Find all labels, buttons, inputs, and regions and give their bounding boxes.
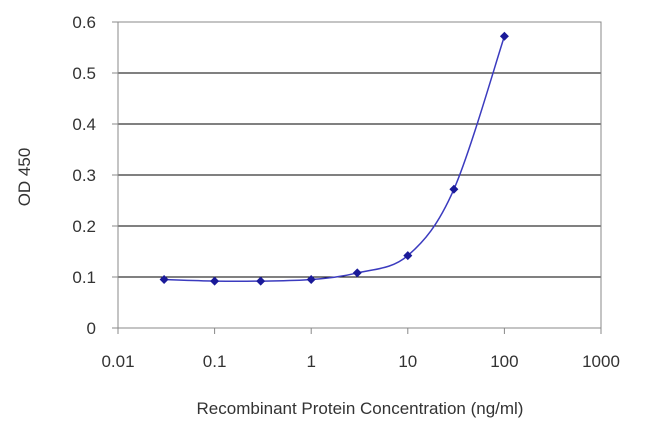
- y-tick-label: 0.2: [72, 217, 96, 236]
- data-point-100: [499, 31, 509, 41]
- x-tick-label: 1: [306, 352, 315, 371]
- data-point-0.1: [210, 276, 220, 286]
- data-point-3: [352, 268, 362, 278]
- y-tick-label: 0.5: [72, 64, 96, 83]
- x-tick-label: 0.01: [101, 352, 134, 371]
- x-axis-title: Recombinant Protein Concentration (ng/ml…: [197, 399, 524, 418]
- y-axis-title: OD 450: [15, 148, 34, 207]
- data-point-1: [306, 275, 316, 285]
- data-point-10: [403, 251, 413, 261]
- grid-lines: [118, 72, 601, 278]
- x-tick-label: 1000: [582, 352, 620, 371]
- x-tick-label: 10: [398, 352, 417, 371]
- data-point-0.03: [159, 275, 169, 285]
- y-axis-ticks: 0 0.1 0.2 0.3 0.4 0.5 0.6: [72, 13, 118, 338]
- data-point-30: [449, 184, 459, 194]
- y-tick-label: 0.3: [72, 166, 96, 185]
- points-layer: [159, 31, 509, 286]
- y-tick-label: 0.1: [72, 268, 96, 287]
- y-tick-label: 0.6: [72, 13, 96, 32]
- x-tick-label: 0.1: [203, 352, 227, 371]
- data-point-0.3: [256, 276, 266, 286]
- y-tick-label: 0: [87, 319, 96, 338]
- x-tick-label: 100: [490, 352, 518, 371]
- y-tick-label: 0.4: [72, 115, 96, 134]
- x-axis-ticks: 0.01 0.1 1 10 100 1000: [101, 328, 620, 371]
